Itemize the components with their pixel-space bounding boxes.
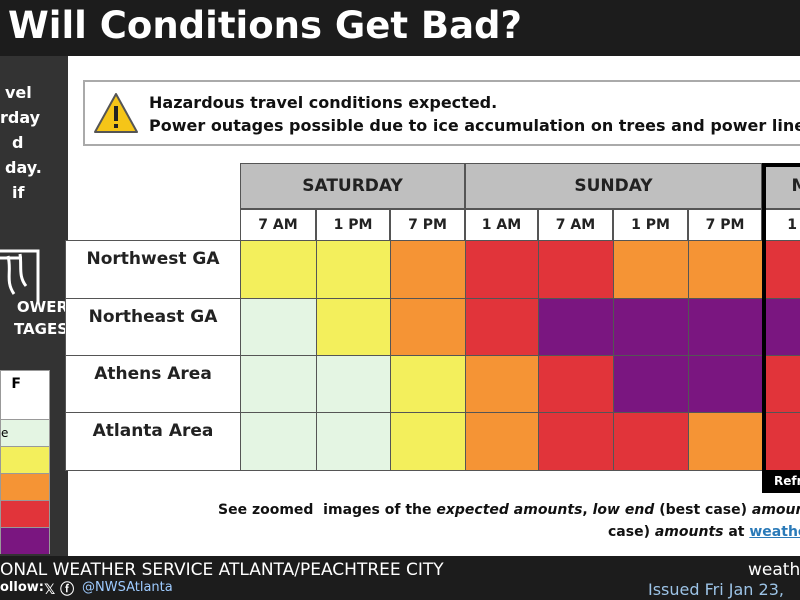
time-header: 7 AM <box>240 209 316 241</box>
row-label: Athens Area <box>65 355 241 413</box>
sidebar-text: rday <box>0 108 41 127</box>
cell <box>613 412 689 471</box>
time-header: 1 AM <box>465 209 538 241</box>
footer-issued: Issued Fri Jan 23, <box>648 580 784 599</box>
time-header: 7 AM <box>538 209 613 241</box>
note-text: amounts <box>751 502 800 518</box>
cell <box>465 412 539 471</box>
cell <box>538 355 614 413</box>
warning-box: Hazardous travel conditions expected. Pow… <box>83 80 800 146</box>
row-label: Atlanta Area <box>65 412 241 471</box>
cell <box>240 355 317 413</box>
icon-caption: OWER TAGES <box>0 296 68 340</box>
note-line: case) amounts at weather. <box>608 524 800 540</box>
note-text: amounts <box>654 524 724 540</box>
cell <box>465 298 539 356</box>
time-header: 1 PM <box>316 209 390 241</box>
sidebar-text: if <box>12 183 25 202</box>
cell <box>390 412 466 471</box>
footer-handle[interactable]: @NWSAtlanta <box>82 580 173 595</box>
note-text: , <box>582 502 593 518</box>
icon-caption-line: TAGES <box>13 320 68 338</box>
time-header: 1 A <box>762 209 800 241</box>
title-bar <box>0 0 800 56</box>
cell <box>538 298 614 356</box>
legend-swatch <box>1 500 49 527</box>
footer-follow: ollow: <box>0 580 44 595</box>
cell <box>240 298 317 356</box>
cell <box>538 412 614 471</box>
cell <box>465 355 539 413</box>
social-icons: 𝕏 ⓕ <box>44 582 75 598</box>
cell <box>316 240 391 299</box>
cell <box>688 412 763 471</box>
cell <box>688 298 763 356</box>
time-header: 1 PM <box>613 209 688 241</box>
icon-caption-line: OWER <box>16 298 68 316</box>
cell <box>390 355 466 413</box>
note-line: See zoomed images of the expected amount… <box>218 502 800 518</box>
note-text: (best case) <box>654 502 752 518</box>
cell <box>316 298 391 356</box>
sidebar-text: d <box>12 133 24 152</box>
day-header: SATURDAY <box>240 163 465 209</box>
legend-swatch <box>1 446 49 473</box>
cell <box>762 355 800 413</box>
note-text: case) <box>608 524 655 540</box>
cell <box>613 240 689 299</box>
legend-header: F <box>11 376 21 392</box>
cell <box>316 412 391 471</box>
title: Will Conditions Get Bad? <box>8 4 523 47</box>
row-label: Northeast GA <box>65 298 241 356</box>
cell <box>613 355 689 413</box>
legend-swatch: e <box>1 419 49 446</box>
note-text: at <box>723 524 750 540</box>
footer-office: ONAL WEATHER SERVICE ATLANTA/PEACHTREE C… <box>0 560 444 580</box>
sidebar-text: day. <box>5 158 42 177</box>
cell <box>465 240 539 299</box>
note-text: See zoomed images of the <box>218 502 437 518</box>
legend-swatch <box>1 473 49 500</box>
cell <box>762 298 800 356</box>
footer-site[interactable]: weath <box>748 560 800 580</box>
cell <box>240 412 317 471</box>
cell <box>688 240 763 299</box>
row-label: Northwest GA <box>65 240 241 299</box>
cell <box>390 240 466 299</box>
cell <box>240 240 317 299</box>
cell <box>688 355 763 413</box>
cell <box>316 355 391 413</box>
cell <box>538 240 614 299</box>
highlight-box <box>762 163 800 493</box>
box-label: Refr <box>762 470 800 493</box>
time-header: 7 PM <box>390 209 465 241</box>
cell <box>390 298 466 356</box>
footer-bar <box>0 556 800 600</box>
time-header: 7 PM <box>688 209 762 241</box>
warning-text: Hazardous travel conditions expected. Pow… <box>149 91 800 137</box>
warning-line: Power outages possible due to ice accumu… <box>149 116 800 135</box>
legend-swatch <box>1 527 49 554</box>
note-text: expected amounts <box>436 502 583 518</box>
note-text: low end <box>592 502 655 518</box>
warning-icon <box>94 93 138 133</box>
warning-line: Hazardous travel conditions expected. <box>149 93 498 112</box>
note-link[interactable]: weather. <box>749 524 800 540</box>
sidebar-text: vel <box>5 83 32 102</box>
cell <box>613 298 689 356</box>
day-header: SUNDAY <box>465 163 762 209</box>
